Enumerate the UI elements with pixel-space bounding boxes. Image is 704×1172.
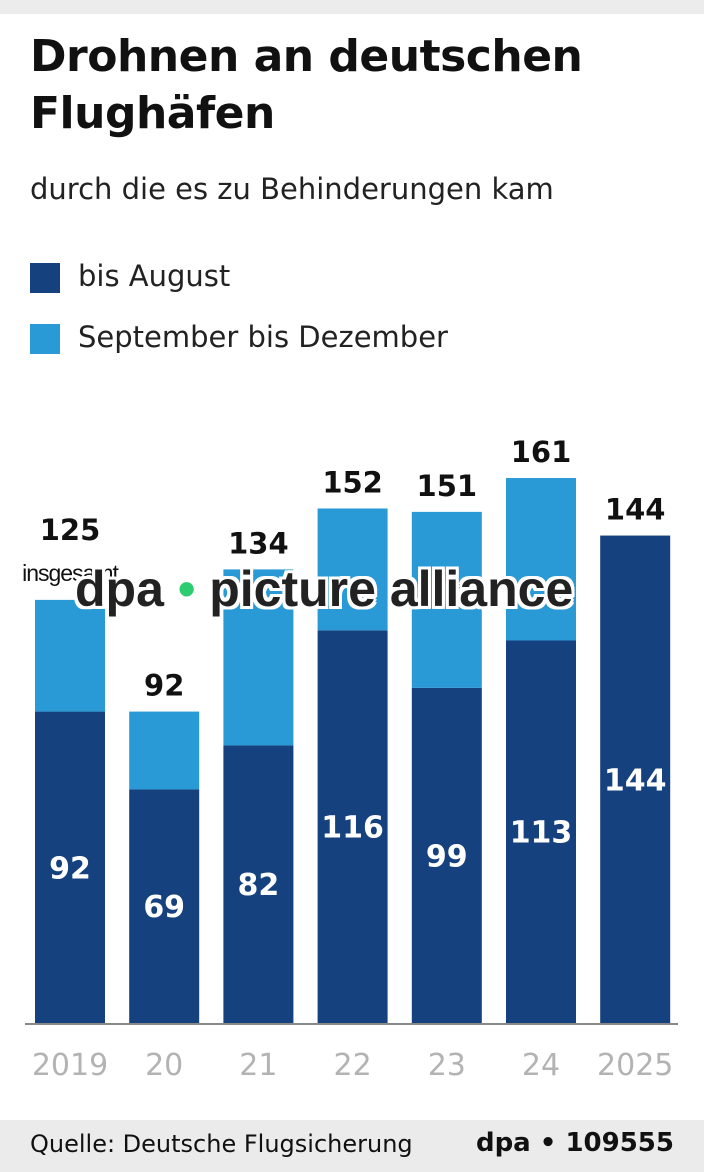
bar-bis-august-2025 bbox=[600, 535, 671, 1023]
total-label-20: 92 bbox=[144, 669, 184, 703]
total-label-21: 134 bbox=[228, 526, 289, 560]
value-label-bis-august-20: 69 bbox=[143, 890, 185, 925]
value-label-bis-august-22: 116 bbox=[321, 811, 384, 846]
total-label-23: 151 bbox=[417, 469, 478, 503]
x-tick-label-2019: 2019 bbox=[32, 1048, 108, 1083]
bar-september-bis-dezember-21 bbox=[223, 569, 294, 746]
value-label-bis-august-21: 82 bbox=[238, 868, 280, 903]
bar-september-bis-dezember-24 bbox=[506, 478, 576, 641]
value-label-bis-august-2019: 92 bbox=[49, 851, 91, 886]
x-tick-label-22: 22 bbox=[334, 1048, 372, 1083]
bar-september-bis-dezember-20 bbox=[129, 711, 200, 790]
watermark-picture-alliance: picture alliance bbox=[209, 561, 574, 617]
bar-bis-august-22 bbox=[317, 630, 388, 1023]
legend-label-september-bis-dezember: September bis Dezember bbox=[78, 320, 448, 354]
total-label-24: 161 bbox=[511, 435, 572, 469]
total-label-2019: 125 bbox=[40, 513, 101, 547]
total-label-22: 152 bbox=[322, 465, 383, 499]
top-band bbox=[0, 0, 704, 14]
watermark-logo: dpa • picture alliance bbox=[75, 560, 573, 618]
total-label-2025: 144 bbox=[605, 493, 666, 527]
watermark-dpa: dpa bbox=[75, 561, 164, 617]
bar-september-bis-dezember-23 bbox=[411, 511, 482, 688]
bar-bis-august-20 bbox=[129, 789, 200, 1023]
x-tick-label-2025: 2025 bbox=[597, 1048, 673, 1083]
footer: Quelle: Deutsche Flugsicherung dpa • 109… bbox=[0, 1120, 704, 1172]
bar-september-bis-dezember-2019 bbox=[35, 599, 105, 712]
watermark-dot: • bbox=[177, 561, 196, 617]
value-label-bis-august-23: 99 bbox=[426, 839, 468, 874]
legend-swatch-september-bis-dezember bbox=[30, 324, 60, 354]
bar-bis-august-21 bbox=[223, 745, 294, 1023]
bar-bis-august-2019 bbox=[35, 711, 105, 1023]
total-annotation-insgesamt: insgesamt bbox=[22, 560, 119, 586]
bar-bis-august-23 bbox=[411, 687, 482, 1023]
source-note: Quelle: Deutsche Flugsicherung bbox=[30, 1130, 413, 1158]
credit-id: dpa • 109555 bbox=[475, 1128, 674, 1158]
bar-bis-august-24 bbox=[506, 640, 576, 1023]
value-label-bis-august-24: 113 bbox=[510, 816, 573, 851]
bar-september-bis-dezember-22 bbox=[317, 508, 388, 631]
x-tick-label-21: 21 bbox=[239, 1048, 277, 1083]
x-tick-label-20: 20 bbox=[145, 1048, 183, 1083]
x-tick-label-24: 24 bbox=[522, 1048, 560, 1083]
x-tick-label-23: 23 bbox=[428, 1048, 466, 1083]
chart-title: Drohnen an deutschen Flughäfen bbox=[30, 31, 583, 139]
value-label-bis-august-2025: 144 bbox=[604, 763, 667, 798]
legend-swatch-bis-august bbox=[30, 263, 60, 293]
chart-subtitle: durch die es zu Behinderungen kam bbox=[30, 172, 554, 206]
legend-label-bis-august: bis August bbox=[78, 259, 231, 293]
